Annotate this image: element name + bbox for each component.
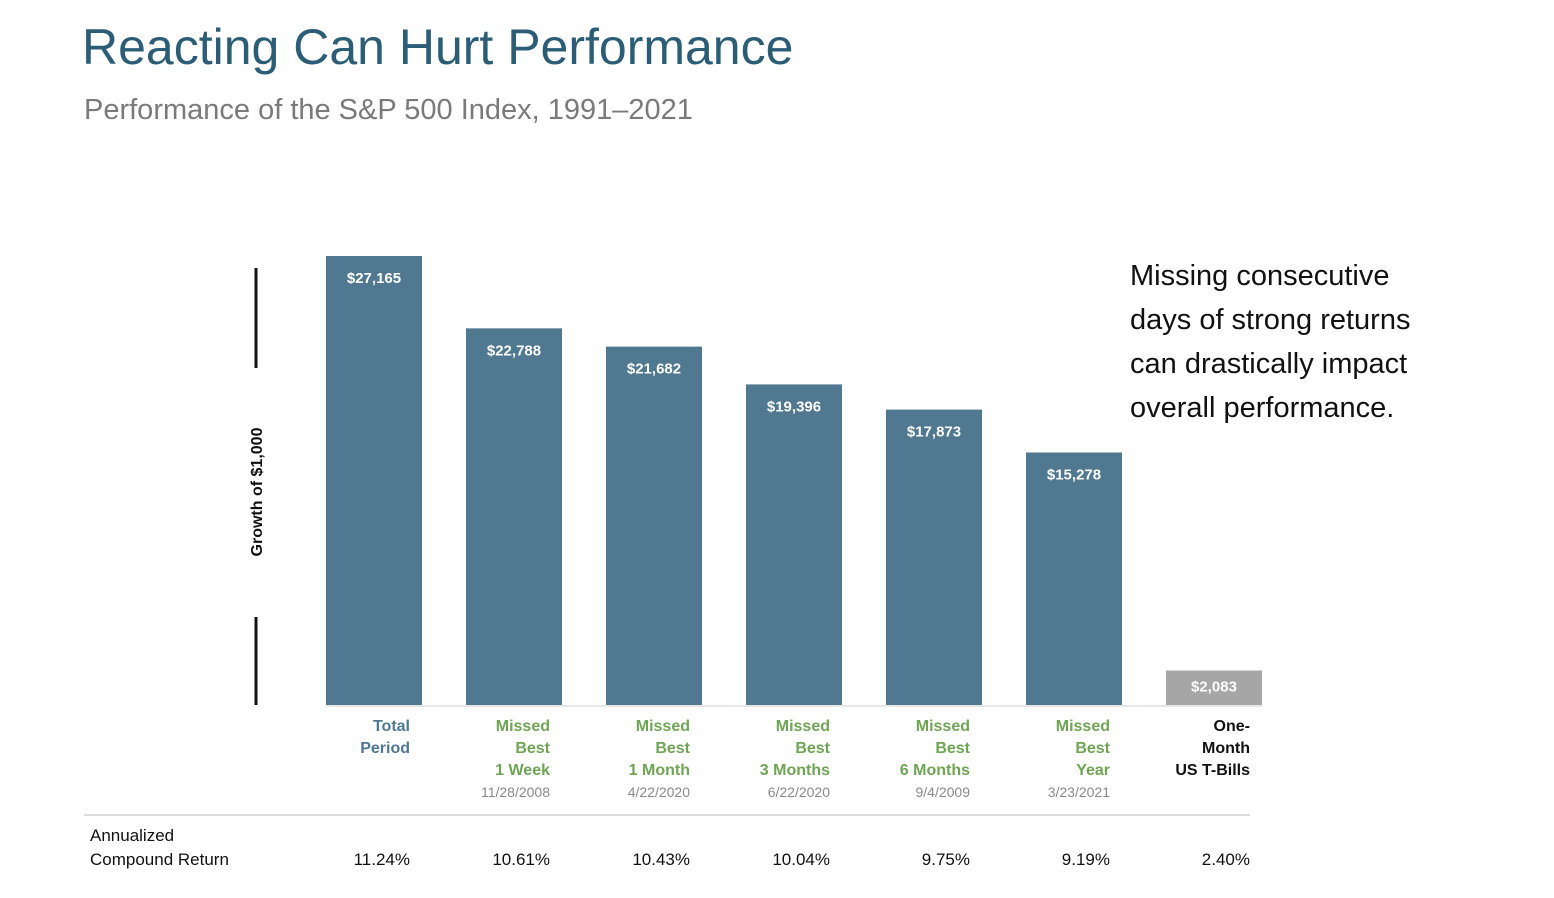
bar (1166, 670, 1262, 705)
annualized-return-value: 11.24% (354, 850, 410, 869)
category-label: Best (935, 740, 970, 757)
category-label: US T-Bills (1175, 762, 1250, 779)
bar (886, 409, 982, 705)
category-label: Total (373, 718, 410, 735)
category-label: Best (1075, 740, 1110, 757)
category-label: 3 Months (760, 762, 830, 779)
category-label: Best (795, 740, 830, 757)
annualized-return-value: 2.40% (1202, 850, 1250, 869)
category-label: Best (515, 740, 550, 757)
chart-subtitle: Performance of the S&P 500 Index, 1991–2… (84, 94, 693, 126)
category-label: Missed (636, 718, 690, 735)
category-label: Missed (916, 718, 970, 735)
bar (1026, 452, 1122, 705)
category-label: Period (360, 740, 410, 757)
category-label: One- (1214, 718, 1250, 735)
bar (746, 384, 842, 705)
category-label: 6 Months (900, 762, 970, 779)
returns-row-label: Compound Return (90, 850, 229, 869)
bar-value-label: $15,278 (1047, 466, 1101, 483)
category-label: 1 Month (629, 762, 690, 779)
bar (606, 346, 702, 705)
note-line: days of strong returns (1130, 304, 1411, 336)
returns-row-label: Annualized (90, 826, 174, 845)
annualized-return-value: 9.19% (1062, 850, 1110, 869)
annualized-return-value: 10.43% (632, 850, 690, 869)
bar (326, 256, 422, 705)
annualized-return-value: 9.75% (922, 850, 970, 869)
category-label: Best (655, 740, 690, 757)
category-date: 6/22/2020 (768, 784, 830, 800)
category-label: Year (1076, 762, 1110, 779)
bar-value-label: $21,682 (627, 361, 681, 378)
bar-value-label: $2,083 (1191, 679, 1237, 696)
category-label: Missed (776, 718, 830, 735)
category-date: 11/28/2008 (481, 784, 550, 800)
chart-title: Reacting Can Hurt Performance (82, 19, 794, 75)
annotation-note: Missing consecutive days of strong retur… (1130, 254, 1530, 430)
annualized-return-value: 10.61% (492, 850, 550, 869)
category-label: Month (1202, 740, 1250, 757)
bar-value-label: $19,396 (767, 398, 821, 415)
bar-value-label: $17,873 (907, 424, 961, 441)
category-label: 1 Week (495, 762, 550, 779)
note-line: can drastically impact (1130, 348, 1408, 380)
category-label: Missed (1056, 718, 1110, 735)
category-date: 4/22/2020 (628, 784, 690, 800)
bar (466, 328, 562, 705)
bar-value-label: $27,165 (347, 270, 401, 287)
category-date: 3/23/2021 (1048, 784, 1110, 800)
category-date: 9/4/2009 (916, 784, 971, 800)
annualized-return-value: 10.04% (772, 850, 830, 869)
bar-value-label: $22,788 (487, 342, 541, 359)
y-axis-label: Growth of $1,000 (249, 427, 266, 556)
note-line: overall performance. (1130, 392, 1395, 424)
category-label: Missed (496, 718, 550, 735)
note-line: Missing consecutive (1130, 260, 1390, 292)
